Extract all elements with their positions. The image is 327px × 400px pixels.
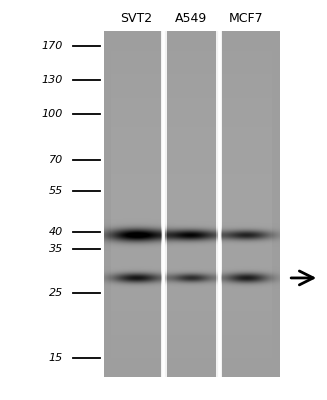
Text: 70: 70 xyxy=(49,155,63,165)
Text: 40: 40 xyxy=(49,227,63,237)
Text: 55: 55 xyxy=(49,186,63,196)
Text: SVT2: SVT2 xyxy=(120,12,152,25)
Text: 170: 170 xyxy=(42,40,63,50)
Text: 100: 100 xyxy=(42,109,63,119)
Text: MCF7: MCF7 xyxy=(229,12,264,25)
Text: 130: 130 xyxy=(42,75,63,85)
Text: 15: 15 xyxy=(49,353,63,363)
Text: 25: 25 xyxy=(49,288,63,298)
Text: A549: A549 xyxy=(175,12,207,25)
Text: 35: 35 xyxy=(49,244,63,254)
